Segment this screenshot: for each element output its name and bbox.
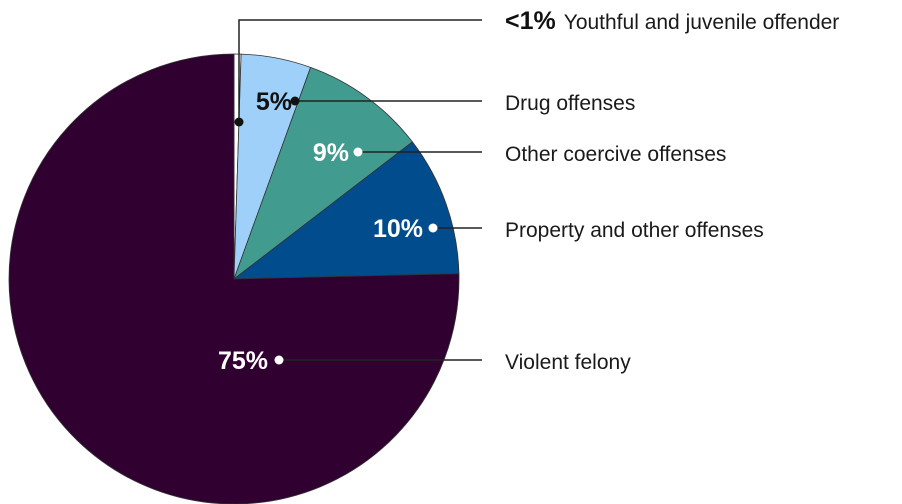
slice-labels: <1% Youthful and juvenile offender 5% Drug …	[218, 7, 839, 375]
pie-slices	[8, 53, 460, 504]
slice-percent-property-and-other-offenses: 10%	[373, 215, 423, 243]
slice-percent-other-coercive-offenses: 9%	[313, 139, 349, 167]
leader-line-youthful-and-juvenile-offender	[238, 19, 482, 122]
pie-slice-violent-felony	[8, 53, 460, 504]
slice-percent-drug-offenses: 5%	[256, 88, 292, 116]
leader-dot-violent-felony	[274, 355, 284, 365]
slice-category-drug-offenses: Drug offenses	[505, 92, 635, 115]
slice-label-youthful-and-juvenile-offender: <1% Youthful and juvenile offender	[505, 7, 839, 35]
leader-dot-property-and-other-offenses	[428, 223, 438, 233]
slice-percent-youthful-and-juvenile-offender: <1%	[505, 7, 556, 35]
leader-dot-other-coercive-offenses	[353, 147, 363, 157]
pie-slice-property-and-other-offenses	[232, 141, 460, 280]
leader-dot-drug-offenses	[290, 96, 300, 106]
leader-lines	[234, 19, 482, 365]
slice-percent-violent-felony: 75%	[218, 347, 268, 375]
slice-category-property-and-other-offenses: Property and other offenses	[505, 219, 764, 242]
slice-category-other-coercive-offenses: Other coercive offenses	[505, 143, 726, 166]
leader-dot-youthful-and-juvenile-offender	[234, 117, 244, 127]
slice-category-violent-felony: Violent felony	[505, 351, 631, 374]
pie-slice-other-coercive-offenses	[233, 66, 413, 281]
slice-category-youthful-and-juvenile-offender: Youthful and juvenile offender	[564, 11, 840, 34]
